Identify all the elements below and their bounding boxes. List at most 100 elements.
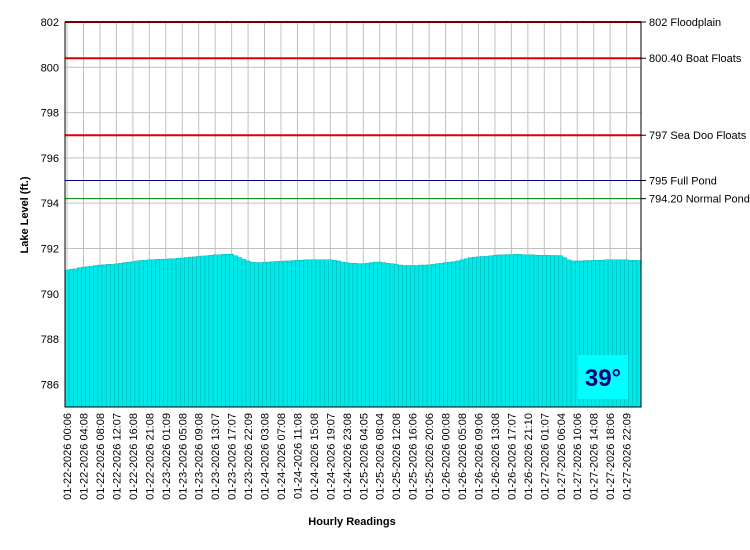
bar [517, 254, 522, 408]
x-axis-title: Hourly Readings [308, 516, 395, 528]
bar [221, 254, 226, 408]
bar [81, 266, 86, 408]
y-tick-label: 788 [41, 334, 59, 346]
bar [184, 257, 189, 408]
x-tick-label: 01-24-2026 11:08 [292, 413, 304, 499]
bar [138, 260, 144, 408]
bar [270, 261, 276, 408]
plot-frame [64, 21, 642, 408]
x-tick-label: 01-27-2026 14:08 [589, 413, 601, 500]
x-tick-label: 01-27-2026 06:04 [556, 413, 568, 500]
bar [245, 260, 251, 408]
bar [328, 259, 333, 408]
bar [229, 253, 234, 408]
bar [295, 260, 300, 408]
x-tick-label: 01-24-2026 07:08 [276, 413, 288, 500]
bar [570, 260, 576, 408]
bar [344, 262, 350, 408]
bar [204, 255, 210, 408]
bar [492, 255, 498, 408]
bar [348, 262, 354, 408]
x-tick-label: 01-23-2026 09:08 [194, 413, 206, 500]
bar [525, 254, 531, 408]
bar [167, 258, 173, 408]
x-tick-label: 01-23-2026 01:09 [161, 413, 173, 500]
x-tick-label: 01-24-2026 23:08 [342, 413, 354, 500]
bar [459, 259, 465, 408]
reference-label: 802 Floodplain [649, 17, 721, 29]
x-tick-label: 01-24-2026 03:08 [260, 413, 272, 500]
bar [496, 254, 502, 408]
bar [422, 264, 428, 408]
y-tick-label: 790 [41, 289, 59, 301]
bar [632, 260, 638, 408]
bar [212, 254, 218, 408]
bar [303, 259, 308, 408]
bar [217, 254, 222, 408]
bar [406, 265, 411, 408]
y-tick-label: 792 [41, 243, 59, 255]
x-tick-label: 01-26-2026 21:10 [523, 413, 535, 500]
bar [505, 254, 510, 408]
bar [262, 261, 267, 408]
bar [118, 262, 123, 408]
bar [332, 260, 337, 408]
x-tick-label: 01-26-2026 00:08 [441, 413, 453, 500]
bar [282, 260, 288, 408]
bar [130, 261, 136, 408]
bar [147, 259, 152, 408]
bar [286, 260, 292, 408]
bar [254, 262, 259, 408]
bar [249, 261, 255, 408]
bar [628, 260, 633, 408]
x-tick-label: 01-22-2026 00:06 [62, 413, 74, 500]
bar [550, 255, 555, 408]
bar [266, 261, 271, 408]
bar [85, 266, 90, 408]
x-tick-label: 01-25-2026 16:06 [408, 413, 420, 500]
annotation: 39° [585, 365, 621, 392]
bar [110, 264, 115, 408]
bar [142, 260, 148, 408]
y-tick-label: 798 [41, 108, 59, 120]
x-tick-label: 01-26-2026 05:08 [457, 413, 469, 500]
bar [64, 269, 70, 408]
bar [418, 264, 424, 408]
bar [291, 260, 296, 408]
y-tick-label: 794 [41, 198, 59, 210]
x-tick-label: 01-27-2026 10:06 [572, 413, 584, 500]
bar [105, 264, 111, 408]
bar [93, 265, 99, 408]
bar [77, 267, 82, 408]
x-tick-label: 01-25-2026 20:06 [424, 413, 436, 500]
bar [521, 254, 527, 408]
bar [389, 263, 395, 408]
bar [324, 259, 329, 408]
bar [122, 262, 127, 408]
bar [151, 259, 156, 408]
bar [352, 262, 358, 408]
x-tick-label: 01-22-2026 12:07 [111, 413, 123, 500]
bar [155, 259, 160, 408]
x-tick-label: 01-22-2026 04:08 [79, 413, 91, 500]
bar [134, 260, 140, 408]
x-tick-label: 01-26-2026 13:08 [490, 413, 502, 500]
bar [480, 256, 485, 408]
reference-label: 794.20 Normal Pond [649, 194, 750, 206]
x-tick-label: 01-23-2026 05:08 [177, 413, 189, 500]
bar [402, 265, 407, 408]
bar [472, 256, 477, 408]
y-axis-title: Lake Level (ft.) [19, 176, 31, 253]
bar [97, 264, 103, 408]
bar [476, 256, 481, 408]
bar [385, 262, 391, 408]
bar [171, 258, 177, 408]
bar [393, 264, 399, 408]
bar [529, 254, 535, 408]
x-tick-label: 01-22-2026 21:08 [144, 413, 156, 500]
x-tick-label: 01-22-2026 08:08 [95, 413, 107, 500]
bar [439, 262, 444, 408]
bar [278, 261, 284, 408]
bar [336, 260, 341, 408]
reference-label: 795 Full Pond [649, 176, 717, 188]
